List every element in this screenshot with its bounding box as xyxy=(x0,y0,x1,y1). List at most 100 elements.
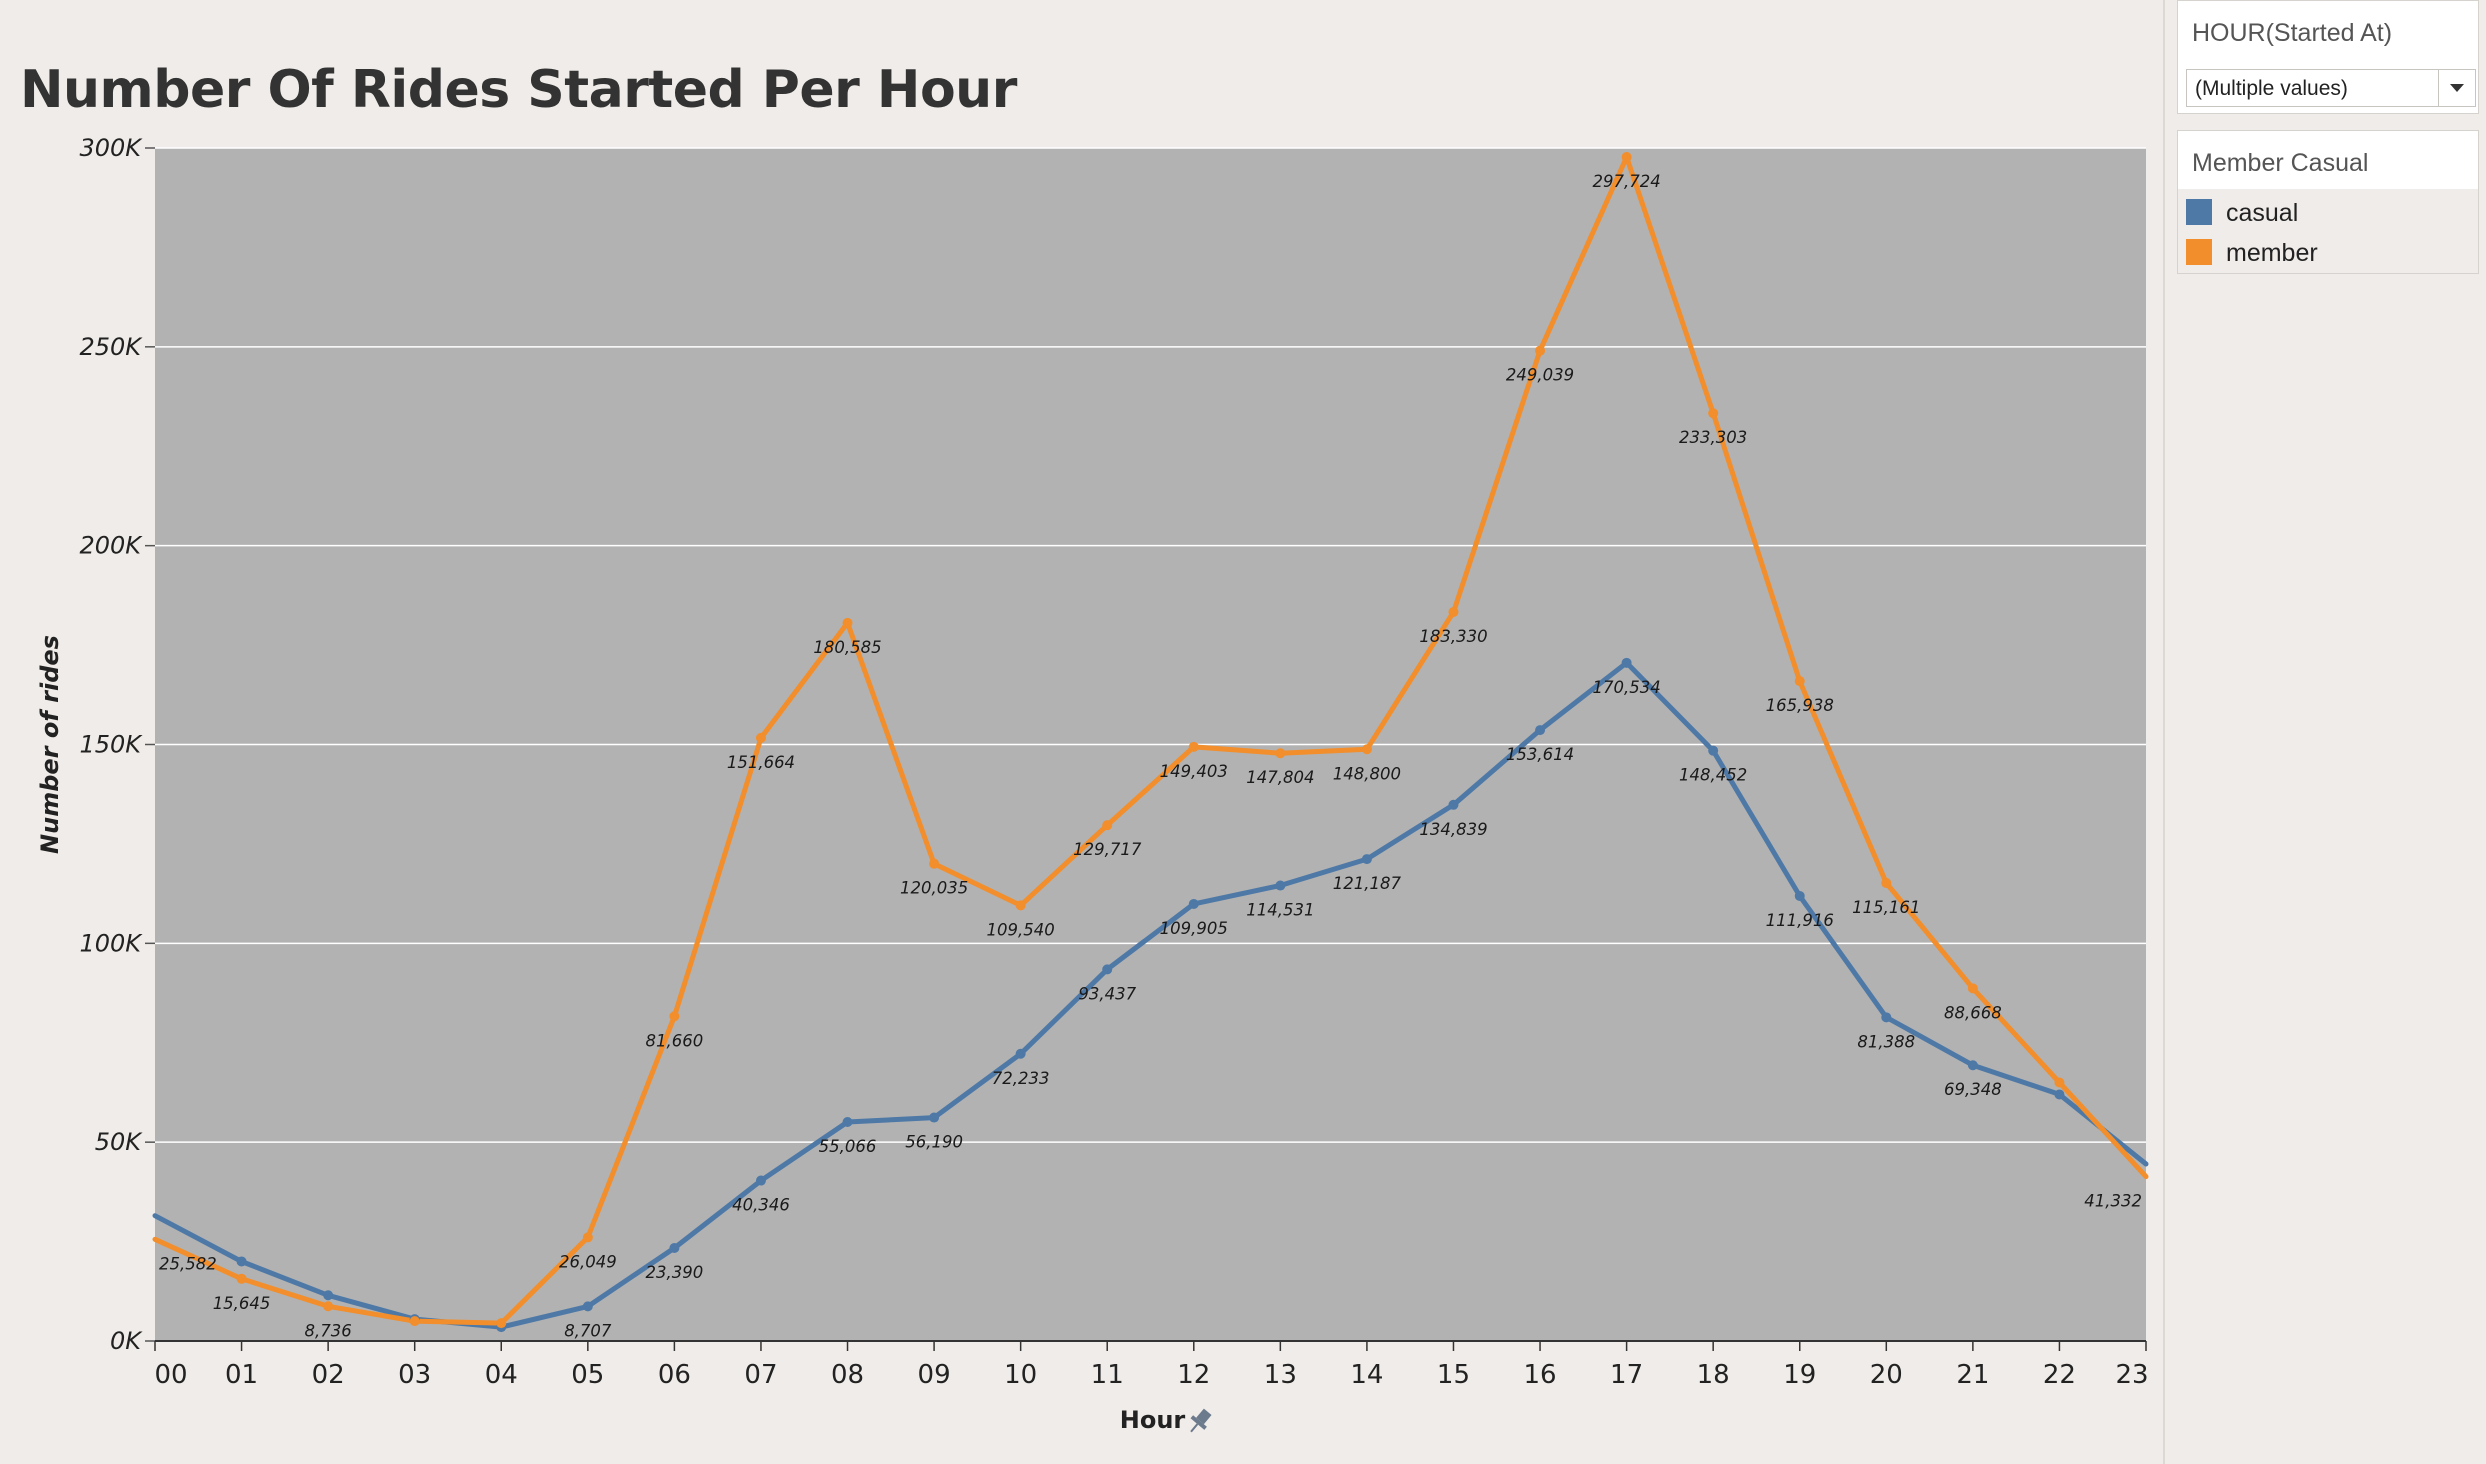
x-tick-label: 22 xyxy=(2043,1360,2076,1390)
y-tick-label: 100K xyxy=(79,929,143,957)
series-line-casual[interactable] xyxy=(152,660,2149,1330)
data-point-casual[interactable] xyxy=(1621,657,1632,668)
data-label-casual: 109,905 xyxy=(1160,919,1228,938)
data-point-casual[interactable] xyxy=(1535,725,1546,736)
data-point-member[interactable] xyxy=(582,1232,593,1243)
data-point-casual[interactable] xyxy=(2054,1089,2065,1100)
x-tick-label: 14 xyxy=(1350,1360,1383,1390)
data-point-casual[interactable] xyxy=(1708,745,1719,756)
x-tick-label: 20 xyxy=(1870,1360,1903,1390)
line-chart[interactable]: 0K 50K 100K 150K 200K 250K 300K 00 01 02 03 04 05 06 0… xyxy=(0,0,2163,1464)
data-point-member[interactable] xyxy=(1881,878,1892,889)
data-point-casual[interactable] xyxy=(236,1256,247,1267)
legend-body: casual member xyxy=(2178,189,2478,273)
data-label-casual: 69,348 xyxy=(1944,1080,2002,1099)
data-point-member[interactable] xyxy=(1621,152,1632,163)
x-tick-label: 10 xyxy=(1004,1360,1037,1390)
data-point-member[interactable] xyxy=(1102,820,1113,831)
data-point-member[interactable] xyxy=(1967,983,1978,994)
data-point-member[interactable] xyxy=(929,858,940,869)
x-tick-label: 00 xyxy=(154,1360,187,1390)
hour-filter-dropdown[interactable]: (Multiple values) xyxy=(2186,69,2476,107)
legend-item-member[interactable]: member xyxy=(2186,235,2470,269)
y-axis-title: Number of rides xyxy=(36,635,64,854)
data-point-member[interactable] xyxy=(1448,606,1459,617)
x-tick-label: 04 xyxy=(485,1360,518,1390)
casual-swatch-icon xyxy=(2186,199,2212,225)
x-tick-label: 01 xyxy=(225,1360,258,1390)
color-legend-card: Member Casual casual member xyxy=(2177,130,2479,274)
data-point-member[interactable] xyxy=(1188,741,1199,752)
chart-title: Number Of Rides Started Per Hour xyxy=(20,60,1017,120)
data-point-casual[interactable] xyxy=(1881,1012,1892,1023)
data-label-member: 115,161 xyxy=(1852,898,1920,917)
data-point-member[interactable] xyxy=(669,1011,680,1022)
data-point-member[interactable] xyxy=(496,1318,507,1329)
data-label-member: 297,724 xyxy=(1592,172,1660,191)
y-tick-label: 200K xyxy=(79,532,143,560)
data-point-member[interactable] xyxy=(1708,408,1719,419)
x-tick-label: 09 xyxy=(918,1360,951,1390)
legend-label-member: member xyxy=(2226,239,2318,267)
data-label-casual: 114,531 xyxy=(1246,901,1314,920)
legend-item-casual[interactable]: casual xyxy=(2186,195,2470,229)
x-tick-label: 13 xyxy=(1264,1360,1297,1390)
data-point-casual[interactable] xyxy=(1967,1060,1978,1071)
data-point-member[interactable] xyxy=(1535,345,1546,356)
x-tick-label: 07 xyxy=(744,1360,777,1390)
x-tick-label: 05 xyxy=(571,1360,604,1390)
data-point-casual[interactable] xyxy=(1361,854,1372,865)
sidebar: HOUR(Started At) (Multiple values) Membe… xyxy=(2165,0,2486,1464)
y-tick-label: 0K xyxy=(110,1327,143,1355)
data-label-member: 25,582 xyxy=(159,1254,217,1273)
x-tick-label: 03 xyxy=(398,1360,431,1390)
data-label-member: 149,403 xyxy=(1160,762,1228,781)
data-label-member: 41,332 xyxy=(2084,1192,2142,1211)
data-point-member[interactable] xyxy=(755,732,766,743)
x-tick-label: 23 xyxy=(2115,1360,2148,1390)
data-point-member[interactable] xyxy=(236,1273,247,1284)
data-point-casual[interactable] xyxy=(669,1242,680,1253)
series-line-member[interactable] xyxy=(152,154,2149,1326)
data-point-casual[interactable] xyxy=(1275,880,1286,891)
y-tick-label: 300K xyxy=(79,134,143,162)
data-label-member: 26,049 xyxy=(559,1252,617,1271)
data-point-casual[interactable] xyxy=(1102,964,1113,975)
x-axis-title: Hour xyxy=(1120,1406,1186,1434)
data-point-casual[interactable] xyxy=(323,1290,334,1301)
member-swatch-icon xyxy=(2186,239,2212,265)
chevron-down-icon[interactable] xyxy=(2438,70,2475,106)
pin-icon[interactable] xyxy=(1184,1406,1215,1437)
data-point-member[interactable] xyxy=(2054,1077,2065,1088)
data-point-casual[interactable] xyxy=(929,1112,940,1123)
y-tick-label: 50K xyxy=(95,1128,144,1156)
data-point-member[interactable] xyxy=(1275,748,1286,759)
data-label-casual: 93,437 xyxy=(1078,984,1136,1003)
data-point-casual[interactable] xyxy=(842,1117,853,1128)
data-point-member[interactable] xyxy=(1794,676,1805,687)
data-point-casual[interactable] xyxy=(1448,799,1459,810)
data-point-casual[interactable] xyxy=(582,1301,593,1312)
data-point-member[interactable] xyxy=(323,1301,334,1312)
legend-label-casual: casual xyxy=(2226,199,2299,227)
x-tick-label: 15 xyxy=(1437,1360,1470,1390)
data-point-member[interactable] xyxy=(1015,900,1026,911)
data-label-member: 165,938 xyxy=(1766,696,1834,715)
x-tick-label: 21 xyxy=(1956,1360,1989,1390)
pane-divider xyxy=(2163,0,2165,1464)
data-point-casual[interactable] xyxy=(1015,1048,1026,1059)
data-point-casual[interactable] xyxy=(1188,898,1199,909)
data-label-casual: 121,187 xyxy=(1333,874,1402,893)
data-point-member[interactable] xyxy=(1361,744,1372,755)
data-label-casual: 134,839 xyxy=(1419,820,1487,839)
data-point-member[interactable] xyxy=(842,617,853,628)
data-label-member: 109,540 xyxy=(987,920,1055,939)
data-point-casual[interactable] xyxy=(1794,890,1805,901)
data-point-member[interactable] xyxy=(409,1316,420,1327)
data-label-member: 147,804 xyxy=(1246,768,1314,787)
data-label-casual: 170,534 xyxy=(1592,678,1660,697)
data-label-casual: 81,388 xyxy=(1857,1032,1915,1051)
data-point-casual[interactable] xyxy=(755,1175,766,1186)
data-label-member: 81,660 xyxy=(646,1031,704,1050)
